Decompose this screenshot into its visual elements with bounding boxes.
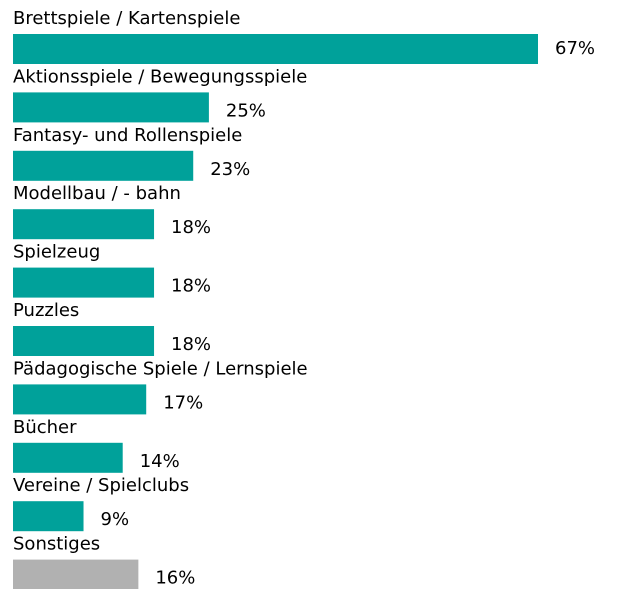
- category-label: Brettspiele / Kartenspiele: [13, 8, 240, 29]
- category-label: Bücher: [13, 417, 77, 438]
- bar: [13, 267, 155, 298]
- value-label: 18%: [171, 217, 211, 238]
- value-label: 67%: [555, 38, 595, 59]
- bar: [13, 559, 139, 589]
- category-label: Fantasy- und Rollenspiele: [13, 125, 242, 146]
- category-label: Aktionsspiele / Bewegungsspiele: [13, 66, 307, 87]
- value-label: 18%: [171, 334, 211, 355]
- bar: [13, 442, 123, 473]
- value-label: 9%: [101, 509, 130, 530]
- category-label: Puzzles: [13, 300, 79, 321]
- value-label: 18%: [171, 276, 211, 297]
- category-label: Pädagogische Spiele / Lernspiele: [13, 358, 308, 379]
- category-label: Modellbau / - bahn: [13, 183, 181, 204]
- category-label: Vereine / Spielclubs: [13, 475, 189, 496]
- bar: [13, 326, 155, 356]
- value-label: 16%: [155, 568, 195, 589]
- value-label: 25%: [226, 100, 266, 121]
- value-label: 23%: [210, 159, 250, 180]
- bar: [13, 209, 155, 240]
- bar: [13, 150, 194, 181]
- value-label: 17%: [163, 392, 203, 413]
- bar: [13, 501, 84, 532]
- bar: [13, 34, 538, 64]
- value-label: 14%: [140, 451, 180, 472]
- bar: [13, 92, 209, 123]
- bar: [13, 384, 147, 415]
- category-label: Spielzeug: [13, 242, 100, 263]
- category-label: Sonstiges: [13, 534, 100, 555]
